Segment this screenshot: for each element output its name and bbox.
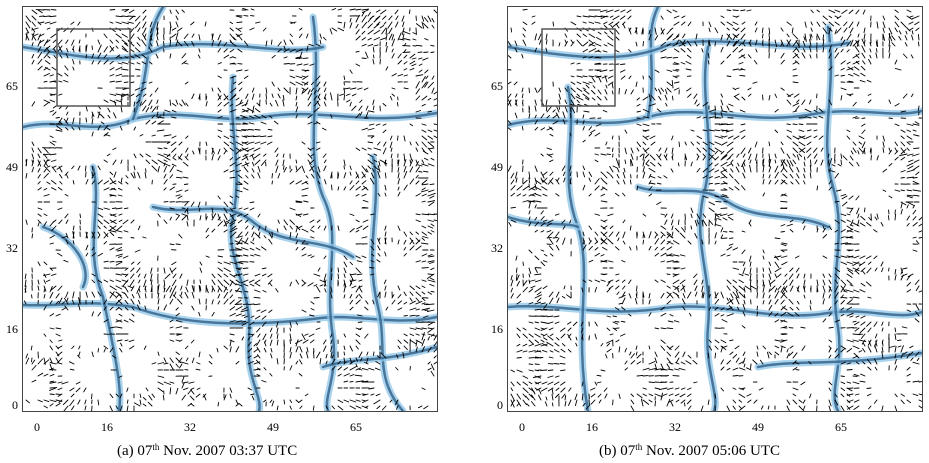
x-tick: 49	[267, 420, 279, 434]
x-tick: 0	[519, 420, 525, 434]
y-tick: 49	[6, 160, 18, 174]
x-tick: 16	[101, 420, 113, 434]
x-tick: 65	[835, 420, 847, 434]
x-tick: 16	[586, 420, 598, 434]
y-tick: 65	[491, 79, 503, 93]
y-tick: 49	[491, 160, 503, 174]
y-tick: 32	[491, 241, 503, 255]
y-tick: 0	[12, 398, 18, 412]
caption-a-rest: Nov. 2007 03:37 UTC	[159, 443, 298, 459]
velocity-field-b	[508, 7, 922, 411]
x-tick: 32	[669, 420, 681, 434]
caption-a-prefix: (a) 07	[117, 443, 153, 459]
flow-map-b	[507, 6, 923, 412]
y-tick: 32	[6, 241, 18, 255]
caption-b: (b) 07th Nov. 2007 05:06 UTC	[599, 442, 780, 460]
y-tick: 16	[6, 322, 18, 336]
y-tick: 16	[491, 322, 503, 336]
caption-b-rest: Nov. 2007 05:06 UTC	[642, 443, 781, 459]
flow-map-a	[22, 6, 438, 412]
y-tick: 65	[6, 79, 18, 93]
velocity-field-a	[23, 7, 437, 411]
caption-a-sup: th	[152, 442, 160, 452]
caption-b-prefix: (b) 07	[599, 443, 636, 459]
x-tick: 32	[184, 420, 196, 434]
y-tick: 0	[497, 398, 503, 412]
x-tick: 0	[34, 420, 40, 434]
x-tick: 49	[752, 420, 764, 434]
caption-b-sup: th	[635, 442, 643, 452]
x-tick: 65	[350, 420, 362, 434]
caption-a: (a) 07th Nov. 2007 03:37 UTC	[117, 442, 297, 460]
